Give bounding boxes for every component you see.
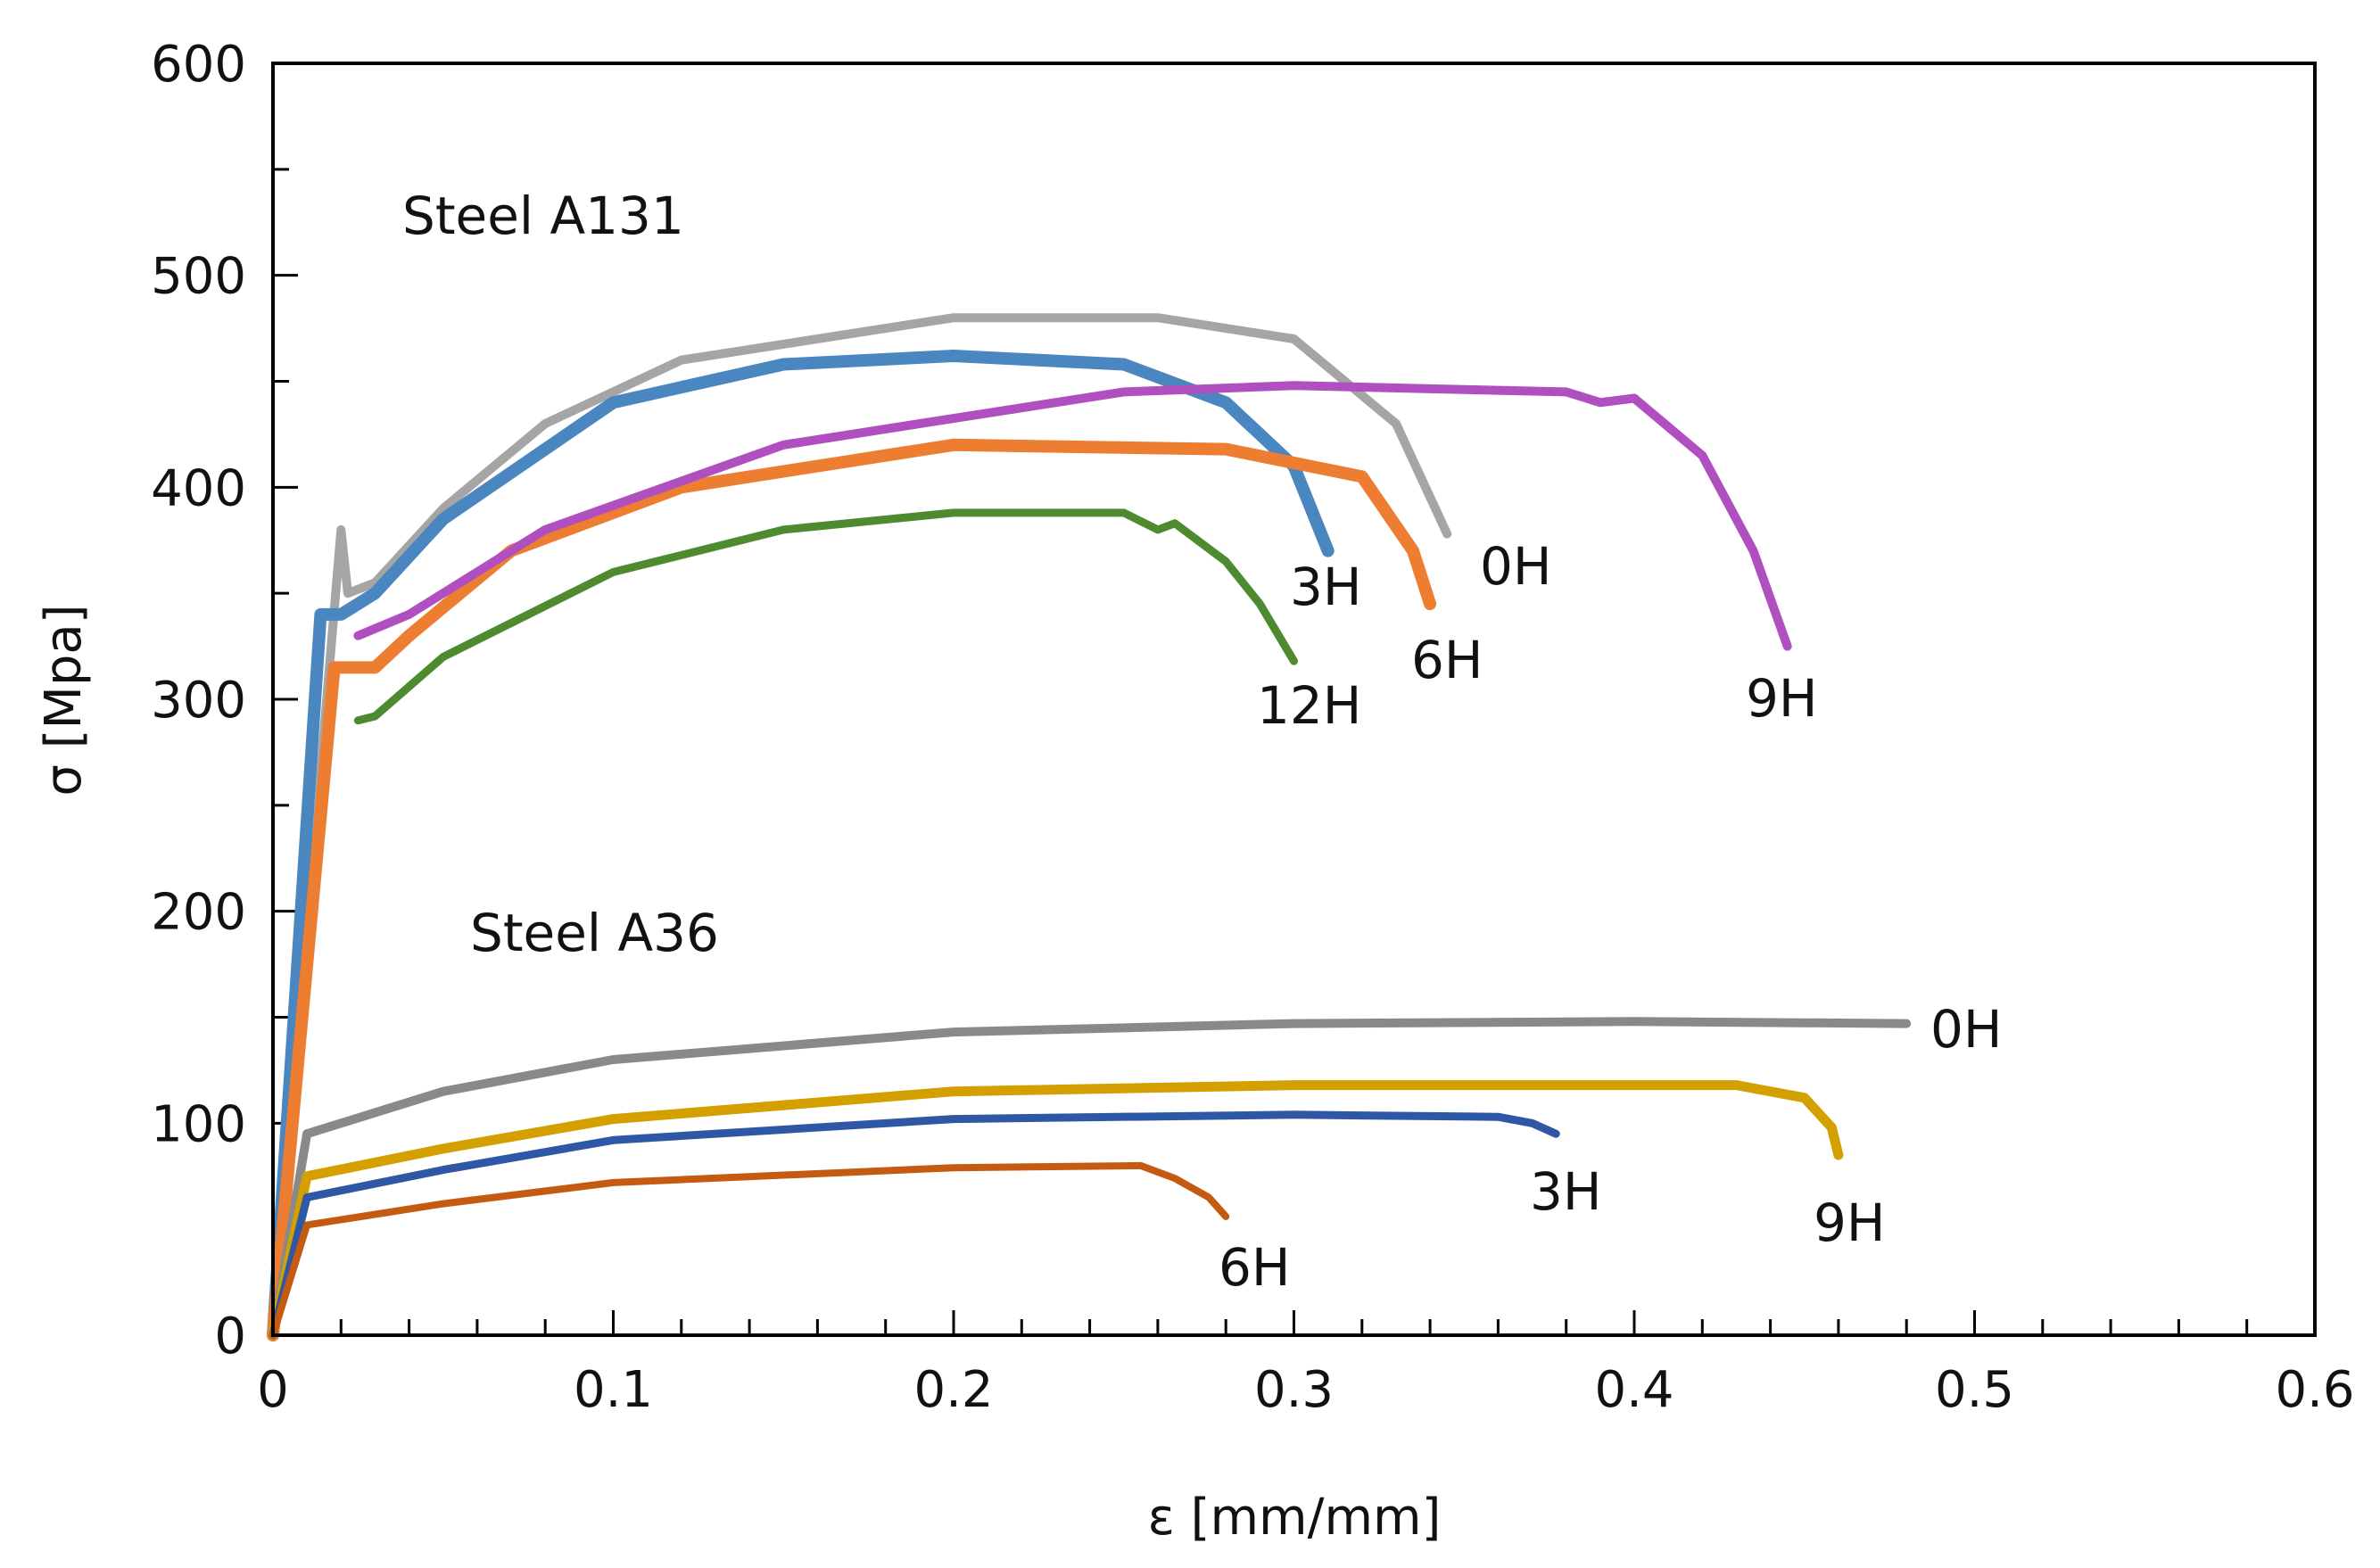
x-axis-label: ε [mm/mm] [1148, 1489, 1442, 1547]
curve-a36-0h [269, 1017, 1912, 1340]
y-tick-label: 100 [151, 1095, 246, 1153]
x-tick-label: 0.5 [1935, 1361, 2014, 1419]
curve-a36-9h [268, 1080, 1844, 1341]
y-axis-label: σ [Mpa] [35, 604, 93, 796]
curve-a131-9h [353, 381, 1792, 651]
curve-a131-3h [267, 350, 1335, 1341]
y-tick-label: 400 [151, 459, 246, 517]
y-tick-label: 200 [151, 884, 246, 942]
x-tick-label: 0.2 [913, 1361, 993, 1419]
curve-label-a131-9h: 9H [1746, 668, 1818, 729]
curve-label-a131-0h: 0H [1480, 536, 1552, 597]
curve-a36-6h [269, 1161, 1230, 1339]
curve-a131-6h [267, 438, 1437, 1341]
group-label-a36: Steel A36 [470, 903, 719, 963]
y-tick-label: 600 [151, 36, 246, 94]
curve-label-a36-0h: 0H [1930, 999, 2003, 1060]
curve-label-a36-3h: 3H [1530, 1161, 1602, 1222]
curve-label-a131-3h: 3H [1290, 557, 1362, 617]
curve-label-a36-9h: 9H [1814, 1193, 1886, 1253]
plot-frame [271, 62, 2317, 1337]
x-tick-label: 0.4 [1594, 1361, 1673, 1419]
curve-label-a131-6h: 6H [1411, 630, 1483, 690]
curve-a131-0h [269, 313, 1452, 1340]
curve-label-a131-12h: 12H [1257, 675, 1361, 736]
x-tick-label: 0.6 [2275, 1361, 2354, 1419]
group-label-a131: Steel A131 [402, 186, 684, 246]
y-tick-label: 300 [151, 672, 246, 730]
curve-a131-12h [353, 508, 1298, 725]
curve-label-a36-6h: 6H [1219, 1237, 1291, 1298]
curve-a36-3h [269, 1110, 1560, 1340]
y-tick-label: 500 [151, 248, 246, 306]
x-tick-label: 0 [257, 1361, 289, 1419]
x-tick-label: 0.3 [1254, 1361, 1334, 1419]
x-tick-label: 0.1 [574, 1361, 653, 1419]
y-tick-label: 0 [214, 1308, 246, 1366]
